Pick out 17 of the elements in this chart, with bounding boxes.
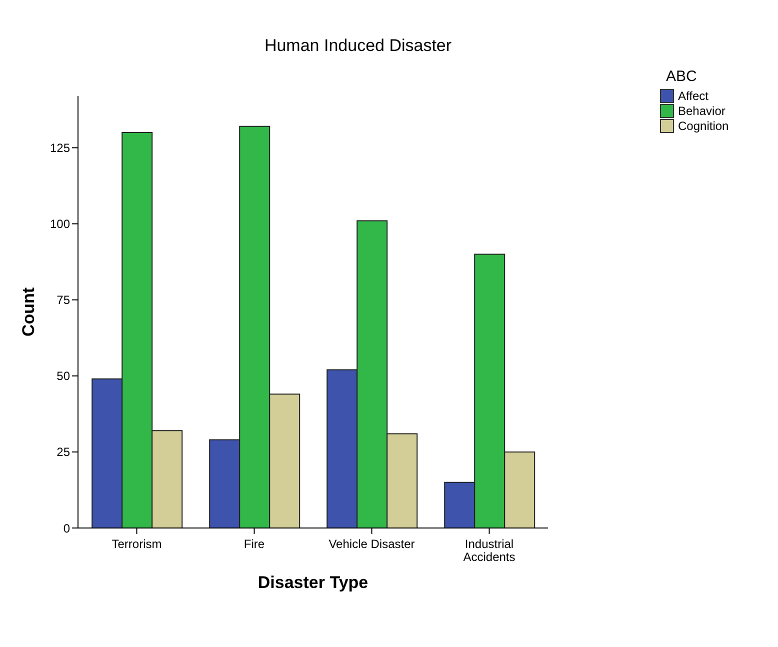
- x-tick-label: Vehicle Disaster: [328, 537, 415, 551]
- y-axis-title: Count: [19, 287, 38, 337]
- chart-title: Human Induced Disaster: [263, 36, 453, 56]
- legend-label: Affect: [678, 88, 708, 102]
- x-tick-label: Fire: [244, 537, 265, 551]
- y-tick-label: 50: [56, 369, 70, 384]
- x-tick-label: Industrial Accidents: [463, 537, 516, 564]
- y-tick-label: 75: [56, 293, 70, 308]
- legend-title: ABC: [666, 68, 698, 85]
- x-tick-label: Terrorism: [112, 537, 162, 551]
- y-tick-label: 25: [56, 445, 70, 460]
- legend-label: Cognition: [678, 118, 729, 132]
- legend-label: Behavior: [678, 104, 726, 118]
- y-tick-label: 100: [50, 217, 70, 232]
- y-tick-label: 0: [63, 521, 70, 536]
- x-axis-title: Disaster Type: [258, 573, 368, 592]
- y-tick-label: 125: [50, 140, 70, 155]
